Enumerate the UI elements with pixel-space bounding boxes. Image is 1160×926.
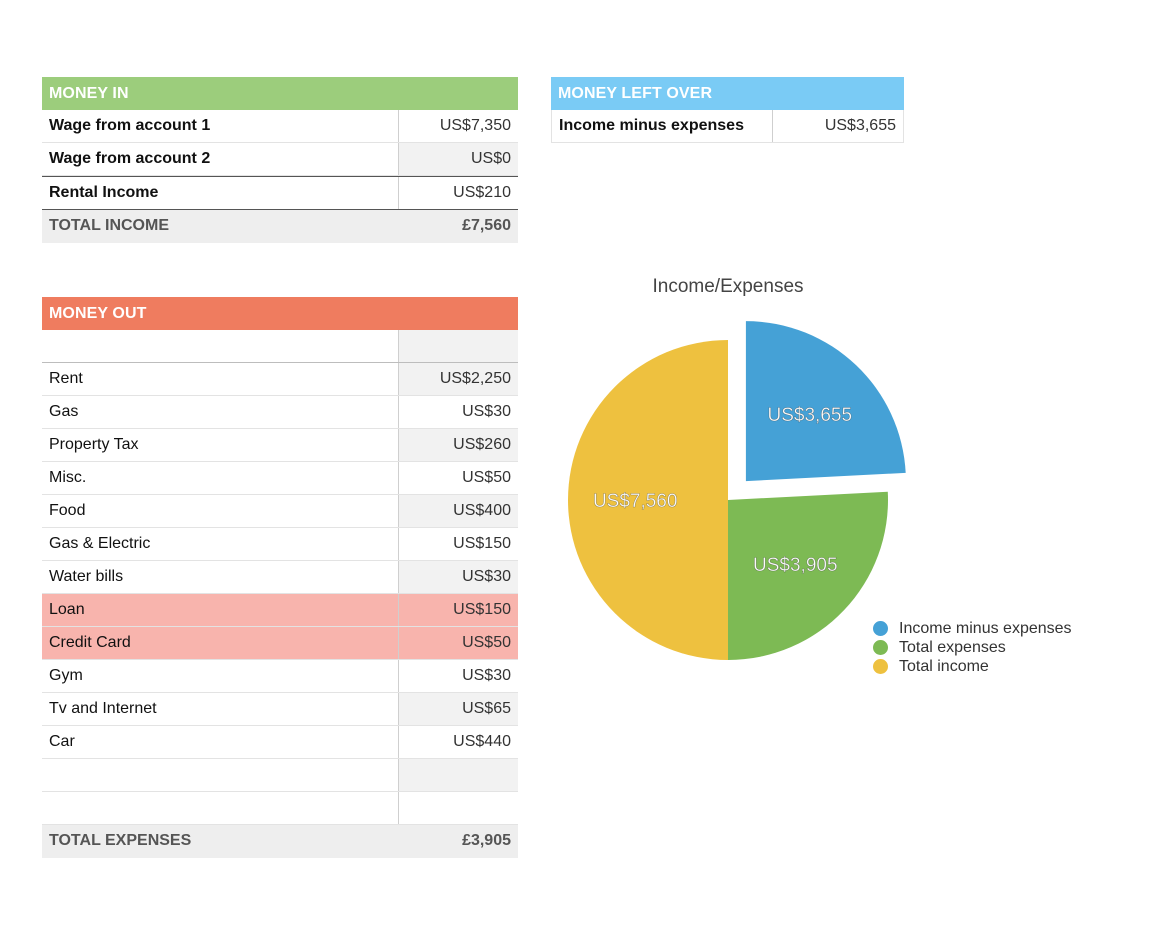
row-value[interactable]: US$7,350 <box>439 117 511 134</box>
table-row[interactable]: Rent US$2,250 <box>42 363 518 396</box>
row-value[interactable]: US$150 <box>399 594 518 626</box>
pie-data-label: US$3,905 <box>753 555 838 576</box>
row-label: Loan <box>42 594 399 626</box>
legend-label: Total income <box>899 658 989 675</box>
row-value[interactable]: US$65 <box>399 693 518 725</box>
money-out-header: MONEY OUT <box>42 297 518 330</box>
row-value[interactable]: US$30 <box>462 667 511 684</box>
row-label: Income minus expenses <box>552 110 773 142</box>
row-value[interactable] <box>399 759 518 791</box>
row-value[interactable]: US$50 <box>462 469 511 486</box>
table-row[interactable]: Tv and Internet US$65 <box>42 693 518 726</box>
legend-item: Total income <box>873 657 1072 676</box>
legend-label: Total expenses <box>899 639 1006 656</box>
total-income-label: TOTAL INCOME <box>49 217 169 234</box>
row-label: Gas <box>42 396 399 428</box>
table-row[interactable]: Property Tax US$260 <box>42 429 518 462</box>
table-row[interactable]: Wage from account 2 US$0 <box>42 143 518 176</box>
table-row[interactable]: Food US$400 <box>42 495 518 528</box>
money-left-over-table: MONEY LEFT OVER Income minus expenses US… <box>551 77 904 143</box>
row-value[interactable]: US$30 <box>399 561 518 593</box>
pie-slice-total-income[interactable] <box>568 340 728 660</box>
row-label: Misc. <box>42 462 399 494</box>
pie-slice-income-minus-expenses[interactable] <box>745 321 906 482</box>
table-row[interactable]: Loan US$150 <box>42 594 518 627</box>
row-value[interactable]: US$30 <box>462 403 511 420</box>
row-label: Property Tax <box>42 429 399 461</box>
table-row[interactable]: Misc. US$50 <box>42 462 518 495</box>
legend-swatch <box>873 621 888 636</box>
money-in-header: MONEY IN <box>42 77 518 110</box>
table-row[interactable]: Gym US$30 <box>42 660 518 693</box>
row-value[interactable] <box>399 792 518 824</box>
table-row[interactable]: Gas & Electric US$150 <box>42 528 518 561</box>
chart-legend: Income minus expenses Total expenses Total… <box>873 619 1072 676</box>
row-label: Wage from account 2 <box>42 143 399 175</box>
pie-data-label: US$3,655 <box>768 405 853 426</box>
row-label <box>42 759 399 791</box>
row-value[interactable]: US$150 <box>453 535 511 552</box>
row-label: Tv and Internet <box>42 693 399 725</box>
table-row[interactable]: Gas US$30 <box>42 396 518 429</box>
row-label: Credit Card <box>42 627 399 659</box>
row-value[interactable]: US$0 <box>399 143 518 175</box>
money-out-table: MONEY OUT Rent US$2,250 Gas US$30 Property T… <box>42 297 518 858</box>
row-value[interactable]: US$210 <box>453 184 511 201</box>
row-label: Car <box>42 726 399 758</box>
pie-slice-total-expenses[interactable] <box>728 491 888 660</box>
row-label: Rent <box>42 363 399 395</box>
table-row[interactable]: Car US$440 <box>42 726 518 759</box>
table-row[interactable]: Income minus expenses US$3,655 <box>551 110 904 143</box>
legend-swatch <box>873 640 888 655</box>
table-row[interactable]: Credit Card US$50 <box>42 627 518 660</box>
legend-item: Income minus expenses <box>873 619 1072 638</box>
row-value[interactable]: US$440 <box>453 733 511 750</box>
row-label: Food <box>42 495 399 527</box>
legend-label: Income minus expenses <box>899 620 1072 637</box>
row-label: Rental Income <box>42 177 399 209</box>
row-value[interactable]: US$260 <box>399 429 518 461</box>
table-row[interactable] <box>42 330 518 363</box>
table-row[interactable]: Wage from account 1 US$7,350 <box>42 110 518 143</box>
row-label: Water bills <box>42 561 399 593</box>
total-row: TOTAL EXPENSES £3,905 <box>42 825 518 858</box>
row-label <box>42 330 399 362</box>
total-expenses-value: £3,905 <box>462 832 511 849</box>
row-value[interactable]: US$400 <box>399 495 518 527</box>
legend-swatch <box>873 659 888 674</box>
money-in-table: MONEY IN Wage from account 1 US$7,350 Wa… <box>42 77 518 243</box>
row-label: Gas & Electric <box>42 528 399 560</box>
table-row[interactable] <box>42 759 518 792</box>
row-label: Wage from account 1 <box>42 110 399 142</box>
row-value[interactable]: US$3,655 <box>824 117 896 134</box>
money-out-rows: Rent US$2,250 Gas US$30 Property Tax US$260 Mi… <box>42 330 518 825</box>
table-row[interactable] <box>42 792 518 825</box>
row-label <box>42 792 399 824</box>
legend-item: Total expenses <box>873 638 1072 657</box>
money-left-over-header: MONEY LEFT OVER <box>551 77 904 110</box>
pie-data-label: US$7,560 <box>593 491 678 512</box>
table-row[interactable]: Water bills US$30 <box>42 561 518 594</box>
total-row: TOTAL INCOME £7,560 <box>42 210 518 243</box>
total-expenses-label: TOTAL EXPENSES <box>49 832 192 849</box>
table-row[interactable]: Rental Income US$210 <box>42 176 518 210</box>
row-value[interactable]: US$50 <box>399 627 518 659</box>
chart-title: Income/Expenses <box>652 276 804 297</box>
row-label: Gym <box>42 660 399 692</box>
row-value[interactable]: US$2,250 <box>399 363 518 395</box>
total-income-value: £7,560 <box>462 217 511 234</box>
pie-chart: US$3,655 US$3,905 US$7,560 <box>568 321 906 660</box>
row-value[interactable] <box>399 330 518 362</box>
